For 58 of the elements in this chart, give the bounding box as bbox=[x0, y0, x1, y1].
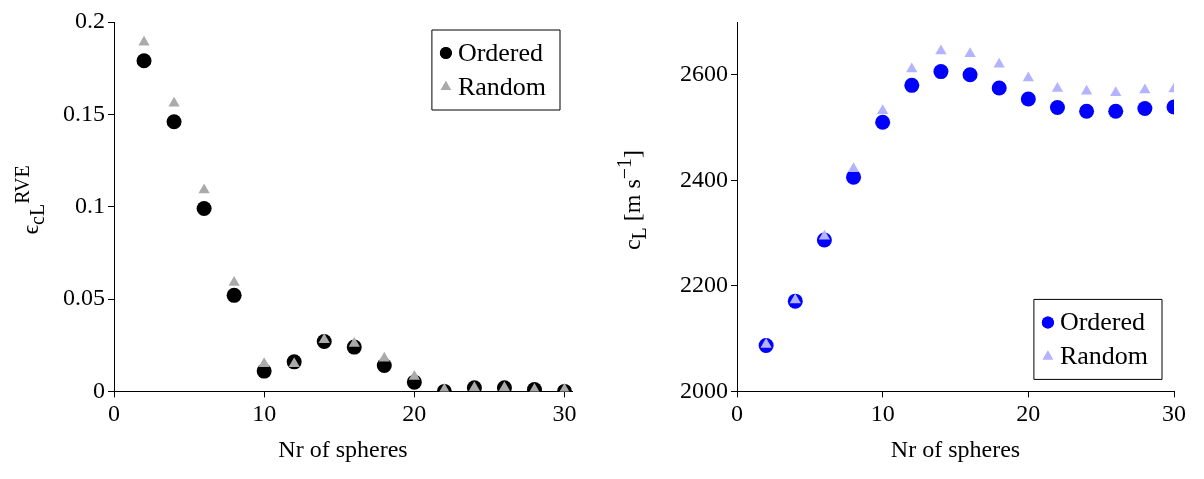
point bbox=[1022, 71, 1034, 82]
point bbox=[228, 275, 240, 286]
point bbox=[877, 104, 889, 114]
point bbox=[1080, 84, 1093, 95]
y-tick-label: 2600 bbox=[680, 60, 728, 87]
point bbox=[1108, 103, 1124, 119]
point bbox=[906, 62, 918, 73]
y-tick-label: 2000 bbox=[680, 376, 728, 403]
point bbox=[1051, 81, 1064, 92]
point bbox=[136, 53, 152, 69]
point bbox=[168, 96, 180, 107]
x-tick-label: 20 bbox=[402, 400, 427, 427]
point bbox=[964, 47, 976, 57]
point bbox=[198, 183, 210, 194]
x-axis-title: Nr of spheres bbox=[278, 435, 408, 462]
point bbox=[226, 287, 242, 303]
y-tick-label: 2200 bbox=[680, 271, 728, 298]
point bbox=[196, 201, 212, 217]
y-tick-label: 0.1 bbox=[75, 192, 105, 218]
y-tick-label: 0.05 bbox=[63, 284, 105, 311]
legend-label: Ordered bbox=[1059, 307, 1146, 337]
point bbox=[1049, 99, 1065, 115]
x-tick-label: 30 bbox=[1162, 400, 1186, 427]
legend-label: Random bbox=[1059, 341, 1148, 371]
y-tick-label: 0.15 bbox=[63, 99, 105, 126]
point bbox=[166, 114, 182, 130]
point bbox=[1139, 83, 1151, 94]
x-axis-title: Nr of spheres bbox=[890, 435, 1021, 462]
point bbox=[1079, 103, 1095, 119]
point bbox=[760, 337, 772, 348]
point bbox=[847, 162, 860, 172]
y-tick-label: 0.2 bbox=[75, 7, 105, 34]
x-tick-label: 10 bbox=[870, 400, 895, 427]
point bbox=[904, 77, 920, 93]
y-tick-label: 2400 bbox=[680, 165, 728, 192]
point bbox=[318, 333, 330, 343]
point bbox=[408, 370, 420, 380]
x-tick-label: 20 bbox=[1016, 400, 1041, 427]
point bbox=[1110, 86, 1122, 96]
point bbox=[1020, 91, 1036, 107]
point bbox=[962, 67, 978, 83]
point bbox=[789, 293, 801, 304]
point bbox=[138, 35, 150, 46]
point bbox=[378, 351, 390, 362]
point bbox=[993, 57, 1005, 68]
point bbox=[991, 80, 1007, 96]
point bbox=[348, 336, 360, 347]
legend-label: Random bbox=[457, 71, 546, 101]
x-tick-label: 30 bbox=[552, 400, 577, 427]
point bbox=[818, 229, 831, 240]
point bbox=[933, 64, 949, 80]
point bbox=[875, 114, 891, 130]
x-tick-label: 10 bbox=[252, 400, 277, 427]
legend-label: Ordered bbox=[457, 37, 544, 67]
point bbox=[258, 357, 270, 367]
y-tick-label: 0 bbox=[93, 376, 105, 403]
point bbox=[1137, 101, 1153, 117]
point bbox=[935, 44, 947, 55]
